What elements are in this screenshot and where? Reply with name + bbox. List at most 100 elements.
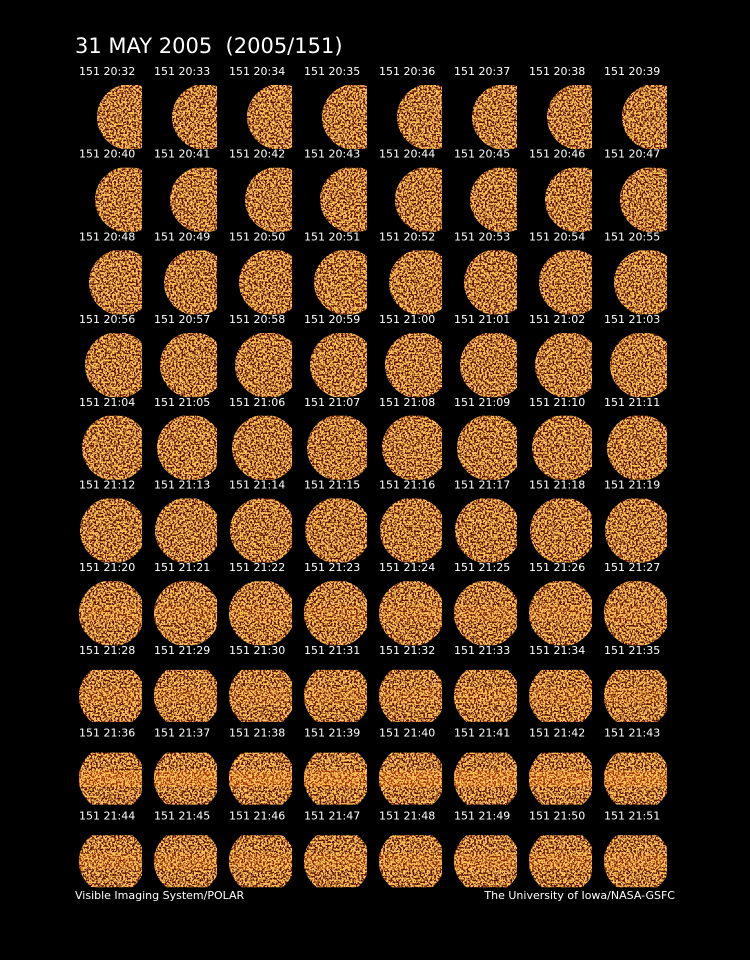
frame-image xyxy=(230,498,292,563)
frame-image xyxy=(85,333,142,398)
frame-label: 151 21:16 xyxy=(379,479,435,492)
frame-image xyxy=(457,415,517,480)
frame-label: 151 20:36 xyxy=(379,65,435,78)
disk-speckle xyxy=(85,333,142,398)
frame-image xyxy=(379,835,442,888)
disk-speckle xyxy=(395,167,442,232)
frame-image xyxy=(229,835,292,888)
frame-label: 151 20:45 xyxy=(454,148,510,161)
frame-label: 151 20:44 xyxy=(379,148,435,161)
disk-speckle xyxy=(154,669,217,722)
frame-image xyxy=(304,581,367,646)
frame-label: 151 20:33 xyxy=(154,65,210,78)
disk-speckle xyxy=(155,498,217,563)
frame-label: 151 20:57 xyxy=(154,313,210,326)
disk-speckle xyxy=(89,250,142,315)
frame-image xyxy=(529,835,592,888)
frame-image xyxy=(379,669,442,722)
disk-speckle xyxy=(229,835,292,888)
disk-speckle xyxy=(545,167,592,232)
disk-speckle xyxy=(307,415,367,480)
frame-image xyxy=(604,669,667,722)
frame-image xyxy=(229,752,292,805)
frame-label: 151 21:20 xyxy=(79,561,135,574)
frame-image xyxy=(464,250,517,315)
disk-speckle xyxy=(535,333,592,398)
frame-image xyxy=(529,581,592,646)
frame-label: 151 21:15 xyxy=(304,479,360,492)
frame-label: 151 21:38 xyxy=(229,727,285,740)
disk-speckle xyxy=(607,415,667,480)
disk-speckle xyxy=(95,167,142,232)
disk-speckle xyxy=(310,333,367,398)
frame-label: 151 20:52 xyxy=(379,230,435,243)
frame-label: 151 21:30 xyxy=(229,644,285,657)
frame-label: 151 20:48 xyxy=(79,230,135,243)
frame-image xyxy=(395,167,442,232)
frame-label: 151 21:28 xyxy=(79,644,135,657)
frame-image xyxy=(529,669,592,722)
frame-label: 151 21:17 xyxy=(454,479,510,492)
frame-image xyxy=(314,250,367,315)
frame-label: 151 20:53 xyxy=(454,230,510,243)
frame-label: 151 20:50 xyxy=(229,230,285,243)
title: 31 MAY 2005 (2005/151) xyxy=(75,34,343,58)
frame-image xyxy=(604,835,667,888)
disk-speckle xyxy=(314,250,367,315)
disk-speckle xyxy=(389,250,442,315)
frame-image xyxy=(382,415,442,480)
frame-label: 151 21:11 xyxy=(604,396,660,409)
frame-image xyxy=(95,167,142,232)
disk-speckle xyxy=(539,250,592,315)
frame-image xyxy=(454,752,517,805)
disk-speckle xyxy=(304,835,367,888)
frame-label: 151 21:26 xyxy=(529,561,585,574)
frame-image xyxy=(304,835,367,888)
frame-image xyxy=(470,167,517,232)
frame-label: 151 21:02 xyxy=(529,313,585,326)
frame-image xyxy=(164,250,217,315)
frame-image xyxy=(385,333,442,398)
frame-label: 151 21:36 xyxy=(79,727,135,740)
disk-speckle xyxy=(232,415,292,480)
frame-label: 151 21:18 xyxy=(529,479,585,492)
frame-label: 151 21:49 xyxy=(454,809,510,822)
disk-speckle xyxy=(304,752,367,805)
frame-label: 151 21:47 xyxy=(304,809,360,822)
frame-image xyxy=(154,835,217,888)
frame-image xyxy=(154,581,217,646)
frame-image xyxy=(379,581,442,646)
frame-label: 151 21:45 xyxy=(154,809,210,822)
disk-speckle xyxy=(529,669,592,722)
disk-speckle xyxy=(470,167,517,232)
disk-speckle xyxy=(454,752,517,805)
frame-image xyxy=(397,85,442,149)
frame-image xyxy=(229,581,292,646)
disk-speckle xyxy=(382,415,442,480)
frame-image xyxy=(310,333,367,398)
frame-label: 151 20:46 xyxy=(529,148,585,161)
frame-image xyxy=(454,835,517,888)
disk-speckle xyxy=(157,415,217,480)
frame-label: 151 21:08 xyxy=(379,396,435,409)
frame-image xyxy=(545,167,592,232)
disk-speckle xyxy=(379,752,442,805)
disk-speckle xyxy=(610,333,667,398)
disk-speckle xyxy=(305,498,367,563)
disk-speckle xyxy=(304,669,367,722)
frame-image xyxy=(79,669,142,722)
frame-image xyxy=(472,85,517,149)
frame-image xyxy=(232,415,292,480)
frame-image xyxy=(389,250,442,315)
frame-label: 151 21:39 xyxy=(304,727,360,740)
frame-image xyxy=(154,752,217,805)
footer-left: Visible Imaging System/POLAR xyxy=(75,889,245,902)
disk-speckle xyxy=(622,85,667,149)
frame-label: 151 21:25 xyxy=(454,561,510,574)
frame-label: 151 21:27 xyxy=(604,561,660,574)
frame-label: 151 21:33 xyxy=(454,644,510,657)
frame-image xyxy=(239,250,292,315)
disk-speckle xyxy=(455,498,517,563)
frame-label: 151 21:06 xyxy=(229,396,285,409)
disk-speckle xyxy=(380,498,442,563)
